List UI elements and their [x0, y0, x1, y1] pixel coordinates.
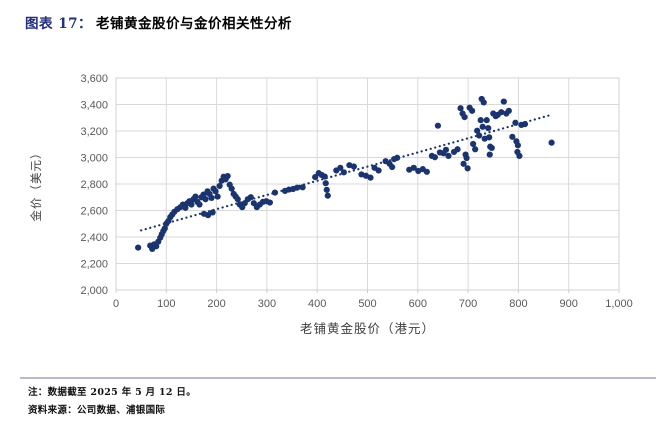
scatter-point	[480, 99, 487, 106]
scatter-point	[323, 186, 330, 193]
scatter-point	[548, 139, 555, 146]
scatter-point	[486, 151, 493, 158]
scatter-point	[476, 132, 483, 139]
scatter-chart: 0 100 200 300 400 500 600 700 800 900 1,000 2,000 2,…	[29, 73, 633, 336]
scatter-point	[367, 174, 374, 181]
footer-separator-line	[20, 377, 656, 379]
x-tick-label: 900	[560, 298, 578, 310]
chart-title: 图表 17： 老铺黄金股价与金价相关性分析	[25, 12, 292, 32]
scatter-point	[394, 154, 401, 161]
scatter-point	[192, 193, 199, 200]
scatter-point	[410, 164, 417, 171]
scatter-point	[463, 154, 470, 162]
y-axis-title: 金价（美元）	[29, 147, 43, 222]
scatter-point	[350, 163, 358, 170]
scatter-point	[431, 154, 439, 161]
scatter-point	[214, 193, 221, 200]
scatter-point	[483, 117, 490, 124]
scatter-point	[208, 194, 215, 202]
scatter-point	[486, 134, 493, 141]
scatter-point	[182, 204, 189, 211]
scatter-point	[472, 146, 479, 153]
x-tick-label: 300	[258, 298, 276, 310]
scatter-point	[299, 184, 306, 191]
scatter-point	[196, 201, 203, 208]
scatter-point	[479, 123, 486, 130]
x-tick-label: 700	[459, 298, 477, 310]
x-tick-label: 500	[358, 298, 376, 310]
x-axis-title: 老铺黄金股价（港元）	[300, 321, 435, 336]
scatter-point	[266, 199, 274, 206]
y-tick-label: 3,400	[80, 100, 108, 112]
y-tick-label: 3,000	[80, 153, 108, 165]
scatter-point	[423, 168, 430, 175]
scatter-point	[488, 144, 495, 152]
y-tick-label: 2,000	[80, 285, 108, 297]
scatter-point	[188, 201, 195, 208]
scatter-point	[322, 180, 329, 187]
x-tick-label: 200	[207, 298, 225, 310]
x-tick-label: 0	[113, 298, 119, 310]
scatter-point	[389, 163, 396, 171]
scatter-point	[469, 107, 476, 114]
y-tick-label: 2,800	[80, 179, 108, 191]
scatter-point	[474, 127, 481, 134]
trendline	[140, 113, 554, 232]
scatter-point	[271, 189, 279, 196]
scatter-point	[228, 185, 235, 192]
scatter-point	[498, 109, 505, 116]
x-tick-label: 1,000	[605, 298, 633, 310]
y-tick-label: 3,200	[80, 126, 108, 138]
scatter-point	[512, 119, 519, 126]
scatter-point	[224, 172, 231, 180]
scatter-point	[514, 142, 521, 149]
scatter-point	[212, 188, 219, 195]
y-tick-label: 2,400	[80, 232, 108, 244]
y-tick-label: 2,200	[80, 259, 108, 271]
scatter-point	[247, 194, 254, 201]
scatter-point	[477, 117, 484, 124]
scatter-point	[464, 165, 471, 172]
scatter-point	[461, 113, 468, 121]
footnote-source: 资料来源：公司数据、浦银国际	[28, 405, 166, 416]
scatter-point	[500, 98, 507, 105]
y-tick-label: 3,600	[80, 73, 108, 85]
scatter-point	[135, 244, 142, 251]
scatter-point	[216, 182, 223, 190]
scatter-point	[445, 152, 452, 160]
x-tick-label: 400	[308, 298, 326, 310]
scatter-point	[293, 184, 301, 191]
scatter-point	[434, 122, 442, 129]
chart-title-text: 老铺黄金股价与金价相关性分析	[96, 16, 292, 32]
scatter-point	[321, 173, 328, 180]
scatter-point	[202, 196, 209, 203]
scatter-point	[153, 243, 160, 250]
scatter-point	[516, 152, 523, 160]
scatter-point	[209, 209, 216, 216]
scatter-point	[337, 164, 344, 171]
y-tick-label: 2,600	[80, 206, 108, 218]
scatter-point	[460, 160, 467, 167]
scatter-point	[312, 174, 319, 181]
x-tick-label: 600	[409, 298, 427, 310]
scatter-point	[509, 133, 516, 140]
scatter-point	[340, 169, 347, 176]
scatter-point	[470, 140, 477, 148]
x-tick-label: 800	[509, 298, 527, 310]
scatter-point	[204, 212, 212, 219]
scatter-point	[375, 167, 382, 174]
x-tick-label: 100	[157, 298, 175, 310]
chart-title-index: 图表 17：	[25, 16, 92, 32]
scatter-point	[324, 192, 331, 199]
scatter-point	[485, 124, 492, 132]
footnote-note: 注：数据截至 2025 年 5 月 12 日。	[28, 387, 197, 398]
scatter-point	[505, 107, 512, 114]
scatter-point	[234, 196, 241, 203]
scatter-point	[442, 146, 450, 153]
scatter-point	[454, 146, 461, 153]
scatter-point	[457, 105, 464, 112]
scatter-point	[521, 121, 529, 128]
